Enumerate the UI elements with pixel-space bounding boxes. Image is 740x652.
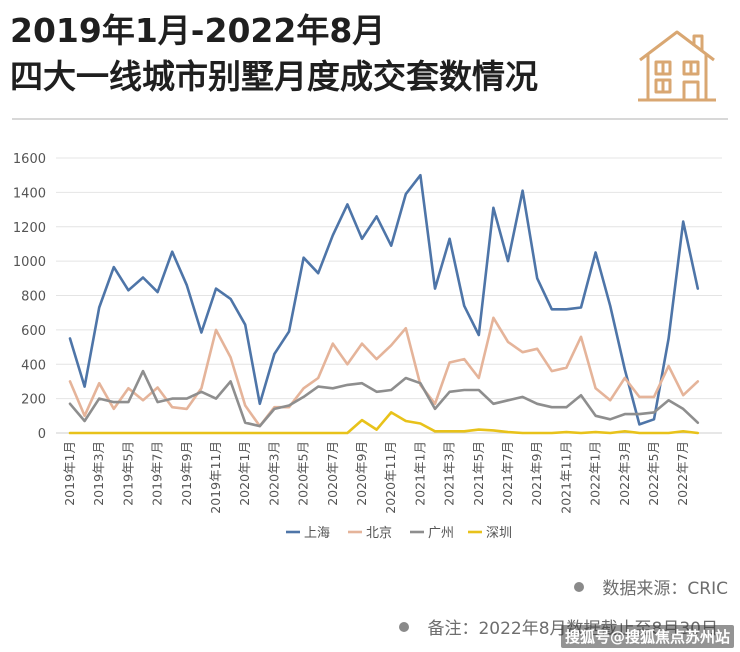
y-tick-label: 1200: [13, 221, 46, 236]
x-tick-label: 2020年5月: [296, 441, 311, 506]
x-tick-label: 2022年3月: [617, 441, 632, 506]
legend-label: 广州: [428, 526, 454, 541]
series-line: [68, 411, 700, 435]
x-tick-label: 2021年7月: [500, 441, 515, 506]
legend-label: 深圳: [486, 526, 512, 541]
x-tick-label: 2020年9月: [354, 441, 369, 506]
chart-title: 2019年1月-2022年8月 四大一线城市别墅月度成交套数情况: [10, 8, 538, 100]
bullet-dot: [399, 621, 410, 632]
series-line: [68, 173, 700, 426]
x-tick-label: 2020年11月: [383, 441, 398, 514]
x-tick-label: 2020年1月: [237, 441, 252, 506]
y-tick-label: 1000: [13, 255, 46, 270]
watermark-text: 搜狐号@搜狐焦点苏州站: [560, 625, 734, 648]
x-tick-label: 2021年9月: [529, 441, 544, 506]
x-tick-label: 2022年1月: [588, 441, 603, 506]
x-tick-label: 2019年3月: [91, 441, 106, 506]
y-tick-label: 1400: [13, 186, 46, 201]
header-divider: [12, 118, 728, 120]
y-tick-label: 0: [38, 427, 46, 442]
series-line: [68, 369, 700, 428]
y-tick-label: 200: [21, 393, 46, 408]
y-tick-label: 600: [21, 324, 46, 339]
x-tick-label: 2020年7月: [325, 441, 340, 506]
x-axis: 2019年1月 2019年3月 2019年5月 2019年7月 2019年9月 2019年…: [62, 441, 690, 514]
x-tick-label: 2022年7月: [675, 441, 690, 506]
source-note: 数据来源：CRIC: [574, 574, 728, 599]
y-axis: 0 200 400 600 800 1000 1200 1400 1600: [13, 152, 46, 442]
series-line: [68, 316, 700, 428]
legend-label: 上海: [304, 526, 330, 541]
x-tick-label: 2021年3月: [442, 441, 457, 506]
x-tick-label: 2021年1月: [412, 441, 427, 506]
legend: 上海 北京 广州 深圳: [286, 526, 512, 541]
x-tick-label: 2020年3月: [266, 441, 281, 506]
house-icon: [638, 30, 716, 102]
legend-label: 北京: [366, 526, 392, 541]
y-tick-label: 400: [21, 358, 46, 373]
title-line-2: 四大一线城市别墅月度成交套数情况: [10, 57, 538, 96]
y-tick-label: 1600: [13, 152, 46, 167]
x-tick-label: 2021年5月: [471, 441, 486, 506]
y-tick-label: 800: [21, 290, 46, 305]
x-tick-label: 2019年9月: [179, 441, 194, 506]
title-line-1: 2019年1月-2022年8月: [10, 11, 386, 50]
source-text: 数据来源：CRIC: [602, 579, 728, 599]
x-tick-label: 2019年5月: [120, 441, 135, 506]
x-tick-label: 2019年11月: [208, 441, 223, 514]
x-tick-label: 2019年7月: [150, 441, 165, 506]
bullet-dot: [574, 581, 585, 592]
x-tick-label: 2021年11月: [558, 441, 573, 514]
grid-layer: [56, 157, 722, 434]
x-tick-label: 2022年5月: [646, 441, 661, 506]
series-layer: [68, 173, 700, 435]
x-tick-label: 2019年1月: [62, 441, 77, 506]
